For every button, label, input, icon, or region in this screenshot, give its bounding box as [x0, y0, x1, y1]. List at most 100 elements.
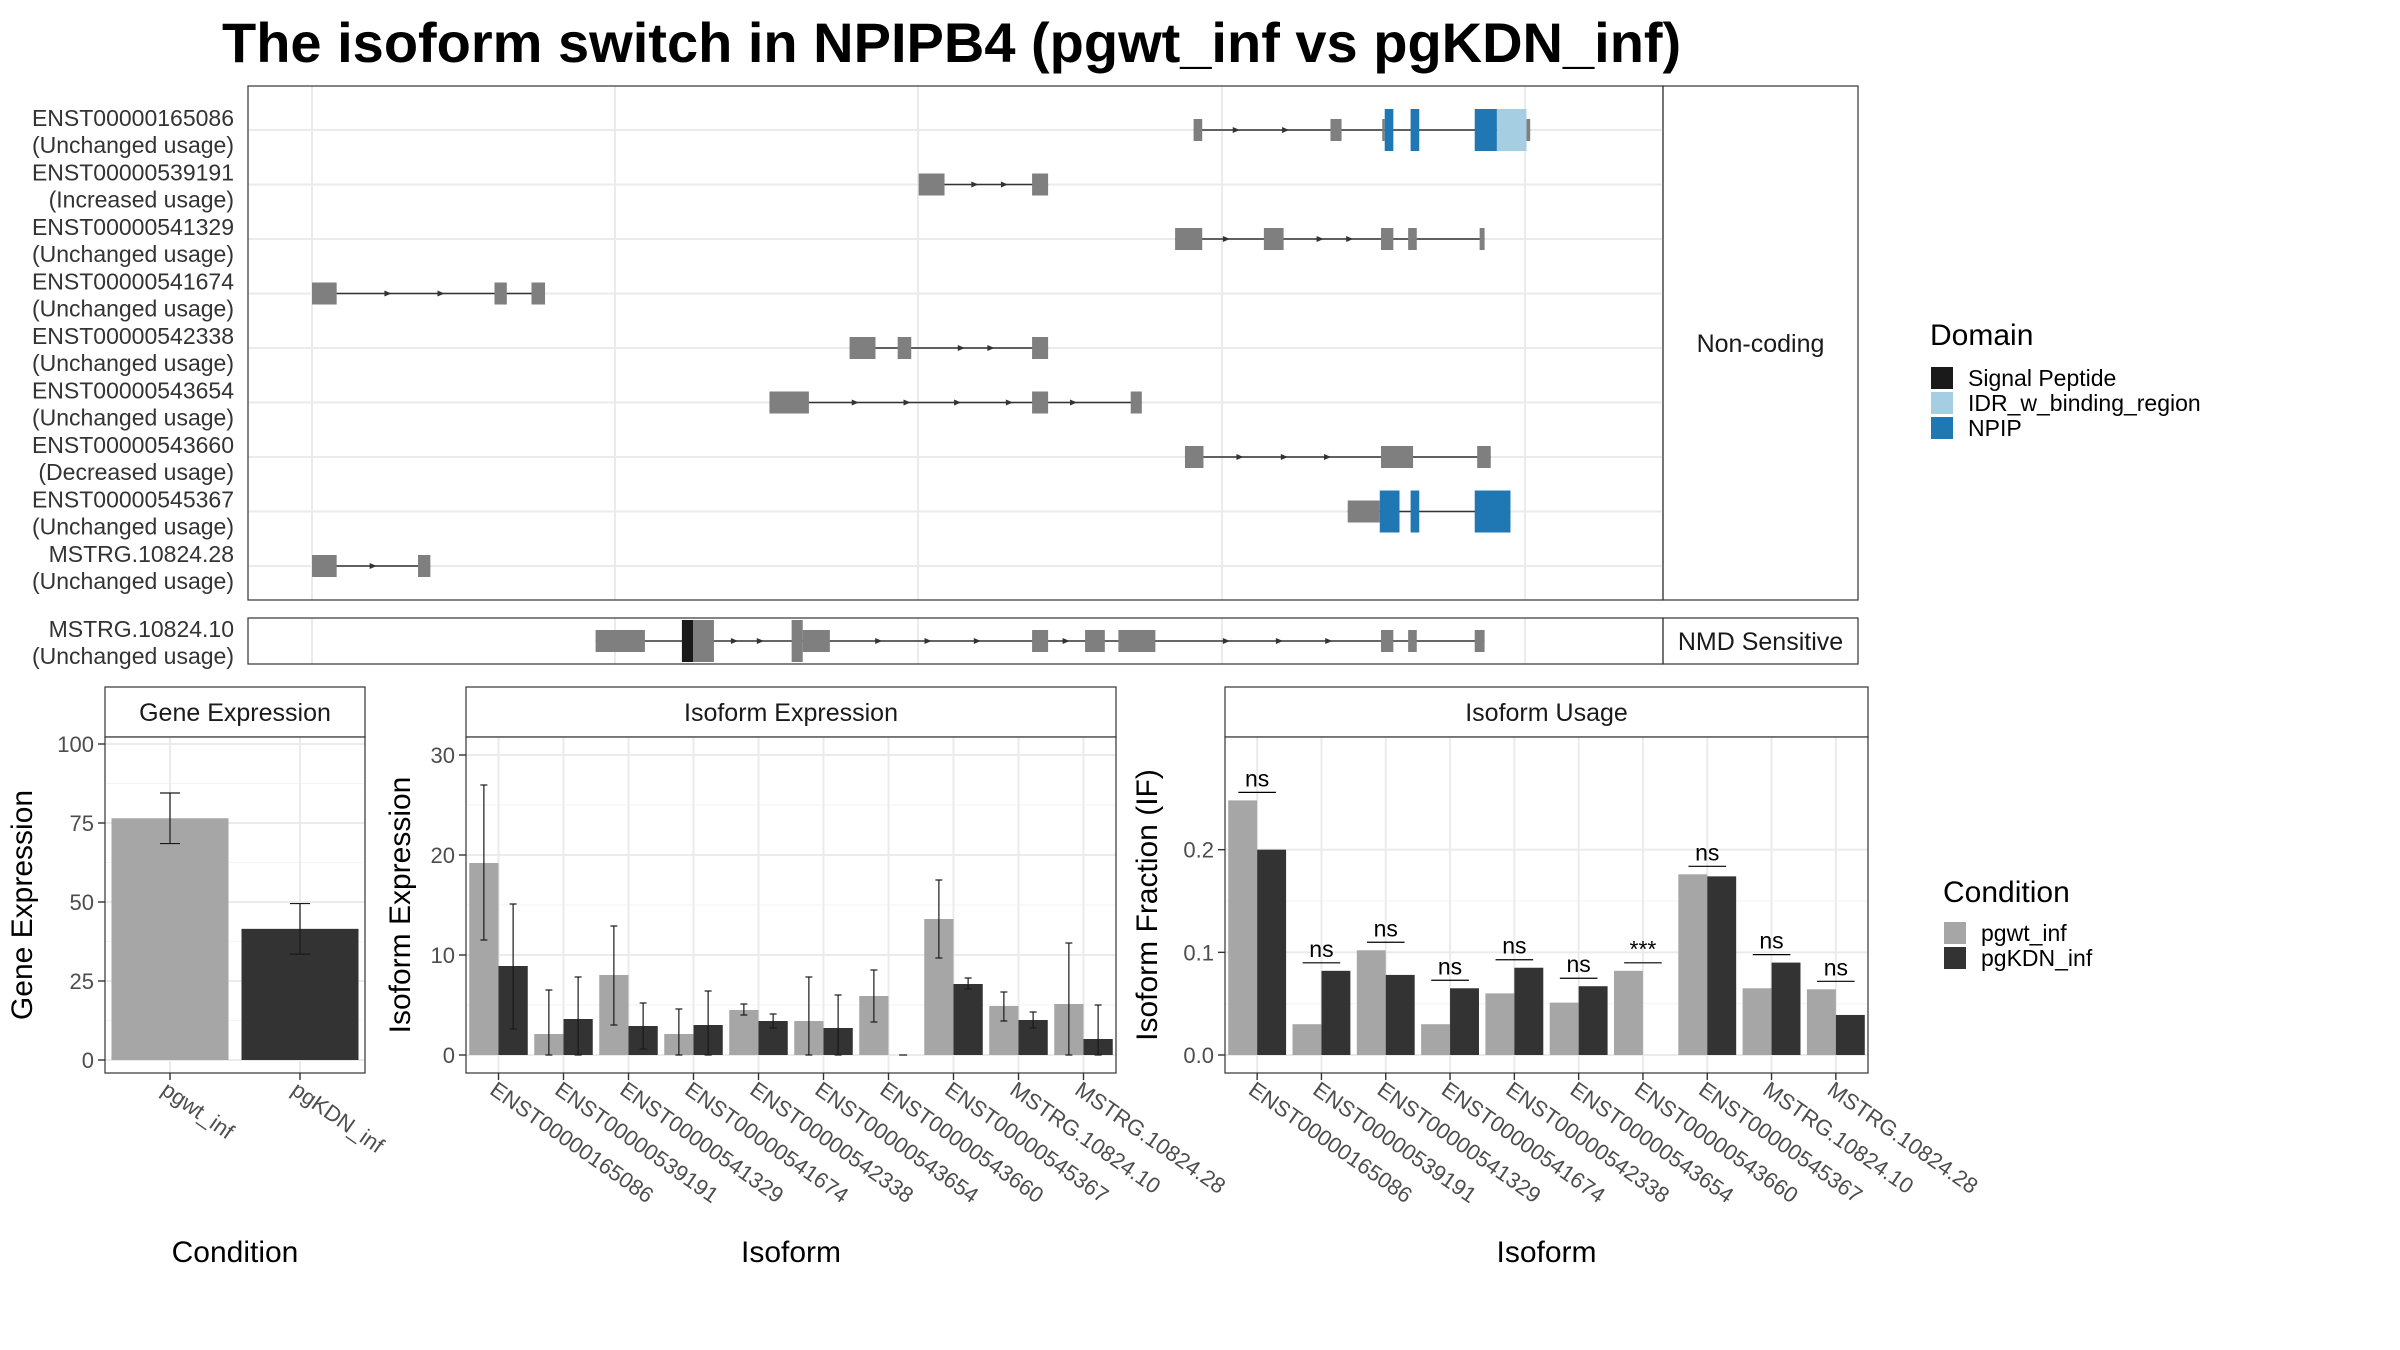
- significance-label: ***: [1630, 936, 1657, 962]
- transcript-track: ENST00000545367(Unchanged usage): [32, 487, 1663, 540]
- strand-arrow: [957, 345, 965, 351]
- strand-arrow: [1069, 399, 1077, 406]
- exon-block: [1032, 337, 1049, 359]
- legend-key: [1931, 417, 1953, 439]
- legend-entry: pgwt_inf: [1981, 920, 2067, 946]
- strand-arrow: [1222, 236, 1230, 242]
- panel-border: [465, 736, 1117, 1074]
- exon-block: [1474, 630, 1485, 652]
- strand-arrow: [1236, 454, 1244, 460]
- exon-block: [849, 337, 876, 359]
- exon-block: [1347, 500, 1380, 523]
- transcript-status-label: (Unchanged usage): [32, 568, 234, 594]
- strand-arrow: [1280, 454, 1288, 460]
- legend-entry: Signal Peptide: [1968, 365, 2116, 391]
- legend-key: [1944, 947, 1966, 969]
- significance-label: ns: [1824, 954, 1848, 980]
- x-tick-label: pgwt_inf: [157, 1077, 239, 1145]
- exon-block: [1496, 109, 1527, 151]
- exon-block: [1474, 109, 1497, 151]
- exon-block: [1526, 119, 1531, 141]
- exon-block: [1330, 119, 1342, 141]
- facet-strip: [1224, 686, 1869, 738]
- y-tick-label: 0.0: [1183, 1043, 1214, 1068]
- y-tick-label: 0.1: [1183, 940, 1214, 965]
- transcript-id-label: ENST00000543654: [32, 378, 234, 404]
- exon-block: [1408, 228, 1417, 250]
- exon-block: [1479, 228, 1485, 250]
- y-tick-label: 10: [431, 943, 455, 968]
- y-axis-title: Isoform Fraction (IF): [1131, 769, 1164, 1041]
- strand-arrow: [924, 638, 932, 644]
- exon-block: [1382, 119, 1385, 141]
- strand-arrow: [1275, 638, 1283, 644]
- strand-arrow: [875, 638, 883, 644]
- exon-block: [918, 173, 945, 196]
- strand-arrow: [1282, 127, 1290, 133]
- x-axis-title: Condition: [172, 1236, 299, 1269]
- x-axis-title: Isoform: [741, 1236, 841, 1269]
- facet-label: Non-coding: [1697, 330, 1825, 358]
- bar: [1385, 974, 1415, 1055]
- exon-block: [1384, 109, 1394, 151]
- exon-block: [1410, 109, 1420, 151]
- strand-arrow: [730, 638, 738, 644]
- transcript-status-label: (Unchanged usage): [32, 643, 234, 669]
- y-tick-label: 0: [443, 1043, 455, 1068]
- exon-block: [494, 282, 507, 305]
- exon-block: [692, 620, 714, 662]
- panel-border: [104, 736, 366, 1074]
- y-tick-label: 50: [70, 890, 94, 915]
- transcript-id-label: ENST00000541674: [32, 269, 234, 295]
- transcript-id-label: ENST00000545367: [32, 487, 234, 513]
- significance-label: ns: [1759, 928, 1783, 954]
- exon-block: [1184, 446, 1204, 468]
- facet-label: NMD Sensitive: [1678, 628, 1843, 656]
- significance-label: ns: [1374, 915, 1398, 941]
- legend-entry: pgKDN_inf: [1981, 945, 2093, 971]
- transcript-id-label: ENST00000542338: [32, 323, 234, 349]
- facet-strip: [104, 686, 366, 738]
- transcript-id-label: MSTRG.10824.28: [49, 541, 234, 567]
- panel-border: [247, 85, 1664, 601]
- strand-arrow: [437, 290, 445, 297]
- x-tick-label: pgKDN_inf: [287, 1077, 389, 1159]
- bar: [1421, 1024, 1451, 1055]
- chart-title: Isoform Usage: [1465, 699, 1628, 727]
- bar: [1549, 1002, 1579, 1055]
- bar: [953, 984, 983, 1055]
- transcript-status-label: (Decreased usage): [38, 459, 234, 485]
- bar: [1356, 950, 1386, 1055]
- significance-label: ns: [1567, 951, 1591, 977]
- bar: [729, 1010, 759, 1055]
- panel-background: [248, 86, 1663, 600]
- panel-border: [1224, 736, 1869, 1074]
- legend-key: [1944, 922, 1966, 944]
- exon-block: [1474, 490, 1511, 533]
- transcript-track: ENST00000543654(Unchanged usage): [32, 378, 1663, 431]
- strand-arrow: [954, 399, 962, 406]
- bar: [1292, 1024, 1322, 1055]
- transcript-status-label: (Unchanged usage): [32, 514, 234, 540]
- legend-entry: NPIP: [1968, 415, 2022, 441]
- chart-title: Isoform Expression: [684, 699, 898, 727]
- transcript-status-label: (Increased usage): [49, 187, 234, 213]
- significance-label: ns: [1502, 933, 1526, 959]
- strand-arrow: [1346, 236, 1354, 242]
- strand-arrow: [369, 563, 377, 569]
- x-axis-title: Isoform: [1496, 1236, 1596, 1269]
- transcript-track: ENST00000541674(Unchanged usage): [32, 269, 1663, 322]
- strand-arrow: [1000, 181, 1008, 188]
- significance-label: ns: [1695, 839, 1719, 865]
- bar: [1707, 876, 1737, 1055]
- exon-block: [312, 282, 337, 305]
- legend-title: Condition: [1943, 876, 2070, 909]
- exon-block: [1379, 490, 1400, 533]
- exon-block: [1193, 119, 1203, 141]
- transcript-id-label: ENST00000539191: [32, 160, 234, 186]
- exon-block: [1032, 173, 1049, 196]
- bar-chart: Isoform Expression0102030ENST00000165086…: [384, 686, 1230, 1269]
- strand-arrow: [384, 290, 392, 297]
- transcript-status-label: (Unchanged usage): [32, 132, 234, 158]
